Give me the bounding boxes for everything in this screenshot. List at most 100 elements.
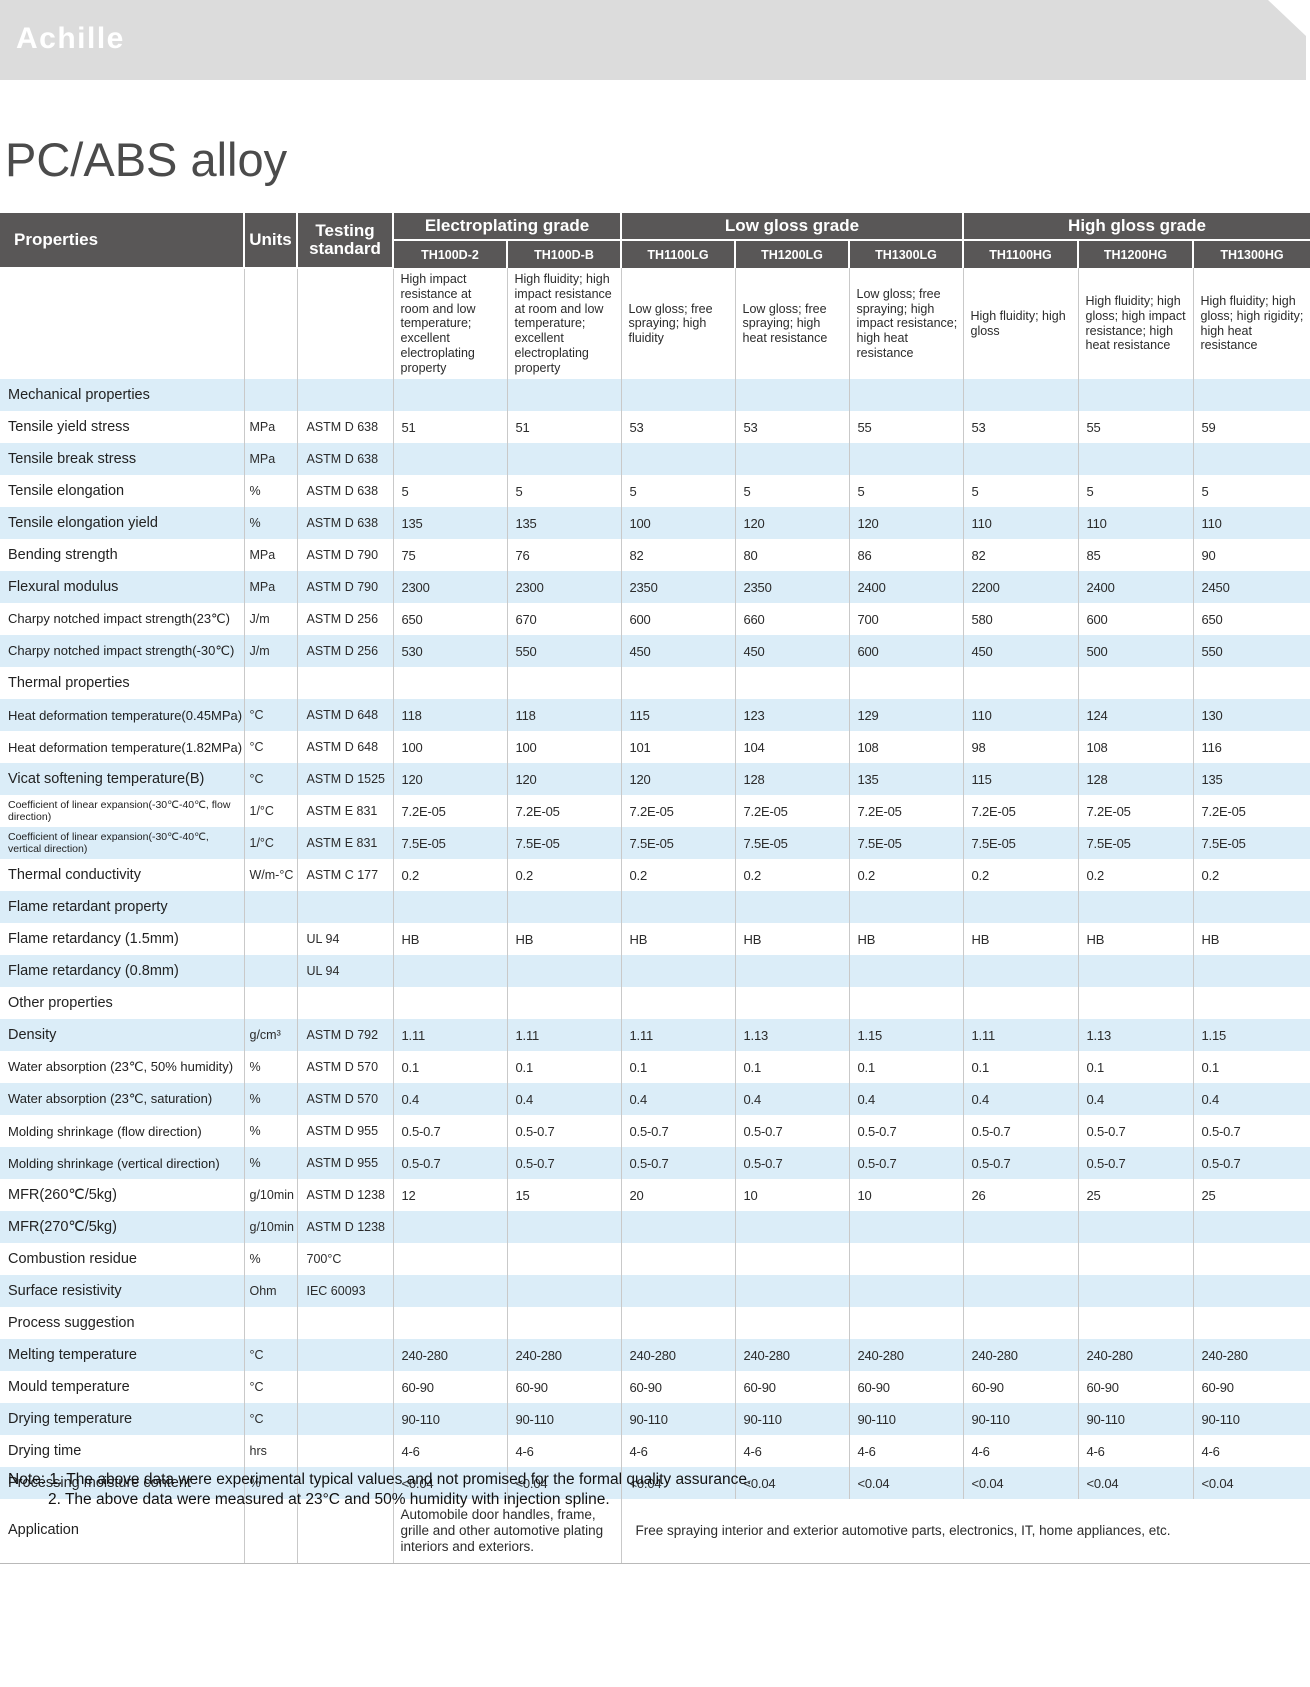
value-cell [963,891,1079,924]
value-cell [1078,891,1194,924]
value-cell: 80 [735,539,850,572]
value-cell [393,1243,508,1276]
product-description: Low gloss; free spraying; high heat resi… [735,268,850,380]
value-cell [507,1211,622,1244]
section-label: Mechanical properties [0,379,245,412]
value-cell: 120 [849,507,964,540]
value-cell: 86 [849,539,964,572]
value-cell: 0.2 [963,859,1079,892]
value-cell: 15 [507,1179,622,1212]
property-row: Heat deformation temperature(0.45MPa) °C A… [0,699,1310,732]
value-cell: 118 [393,699,508,732]
value-cell: 5 [1201,483,1209,499]
value-cell: 59 [1201,419,1216,435]
value-cell: 240-280 [963,1339,1079,1372]
value-cell: <0.04 [1193,1467,1310,1500]
value-cell: 240-280 [621,1339,736,1372]
value-cell: 100 [621,507,736,540]
value-cell: 115 [621,699,736,732]
property-row: Thermal conductivity W/m-°C ASTM C 177 0.2 0… [0,859,1310,892]
property-row: Molding shrinkage (flow direction)% ASTM … [0,1115,1310,1148]
property-row: Coefficient of linear expansion(-30℃-40℃… [0,827,1310,860]
value-cell: 2400 [849,571,964,604]
value-cell: 128 [1078,763,1194,796]
standard-cell: ASTM D 570 [297,1083,394,1116]
value-cell [849,987,964,1020]
value-cell: 7.5E-05 [393,827,508,860]
product-code: TH1300HG [1193,240,1310,268]
value-cell: 90 [1201,547,1216,563]
unit-cell: g/10min [244,1211,298,1244]
property-row: Flame retardancy (0.8mm) UL 94 [0,955,1310,988]
footnotes: Note: 1. The above data were experimenta… [8,1470,751,1511]
value-cell: 60-90 [849,1371,964,1404]
value-cell: 110 [963,507,1079,540]
standard-cell [297,1339,394,1372]
property-row: Charpy notched impact strength(-30℃) J/m A… [0,635,1310,668]
value-cell: 0.5-0.7 [621,1147,736,1180]
value-cell: 12 [393,1179,508,1212]
value-cell: 104 [735,731,850,764]
unit-cell: °C [244,1339,298,1372]
unit-cell: MPa [244,443,298,476]
value-cell [735,955,850,988]
value-cell: 660 [735,603,850,636]
property-row: Water absorption (23℃, 50% humidity)% AST… [0,1051,1310,1084]
unit-cell: % [244,475,298,508]
value-cell [621,1243,736,1276]
value-cell: 60-90 [1201,1379,1234,1395]
value-cell [849,667,964,700]
value-cell: 53 [735,411,850,444]
value-cell [849,1211,964,1244]
value-cell [1193,667,1310,699]
value-cell [963,667,1079,700]
value-cell: HB [849,923,964,956]
value-cell: 90-110 [1078,1403,1194,1436]
value-cell: 135 [507,507,622,540]
unit-cell: % [244,1115,298,1148]
unit-cell: W/m-°C [244,859,298,892]
value-cell [963,443,1079,476]
unit-cell: MPa [244,411,298,444]
value-cell [963,955,1079,988]
application-row: Application Automobile door handles, fra… [0,1499,1310,1564]
value-cell: 1.15 [849,1019,964,1052]
value-cell: 7.5E-05 [849,827,964,860]
value-cell [507,1307,622,1340]
value-cell: 0.5-0.7 [393,1115,508,1148]
product-code: TH1200HG [1078,240,1194,268]
units-header: Units [244,213,298,269]
value-cell: 124 [1078,699,1194,732]
value-cell: 0.5-0.7 [507,1115,622,1148]
value-cell: <0.04 [507,1467,622,1500]
unit-cell: 1/°C [244,827,298,860]
value-cell: 100 [393,731,508,764]
value-cell: 110 [1193,507,1310,540]
value-cell: 115 [963,763,1079,796]
standard-cell [297,1371,394,1404]
value-cell: 4-6 [1201,1443,1220,1459]
value-cell: 0.2 [1078,859,1194,892]
property-row: Tensile break stress MPa ASTM D 638 [0,443,1310,476]
value-cell: 60-90 [393,1371,508,1404]
standard-cell [297,1307,394,1340]
product-description: High fluidity; high gloss; high rigidity… [1200,294,1304,353]
value-cell: 7.5E-05 [735,827,850,860]
value-cell: 5 [507,475,622,508]
unit-cell: % [244,1243,298,1276]
value-cell: 7.5E-05 [1193,827,1310,860]
standard-cell: IEC 60093 [297,1275,394,1308]
value-cell: 4-6 [735,1435,850,1468]
value-cell [393,1211,508,1244]
standard-cell: ASTM D 256 [297,603,394,636]
standard-cell: ASTM D 256 [297,635,394,668]
property-label: Drying time [0,1435,245,1468]
value-cell: 85 [1078,539,1194,572]
value-cell: 7.2E-05 [735,795,850,828]
value-cell [621,667,736,700]
value-cell: 5 [1078,475,1194,508]
value-cell: 550 [1193,635,1310,668]
section-row: Other properties [0,987,1310,1020]
value-cell: 20 [621,1179,736,1212]
property-label: Flame retardancy (0.8mm) [0,955,245,988]
